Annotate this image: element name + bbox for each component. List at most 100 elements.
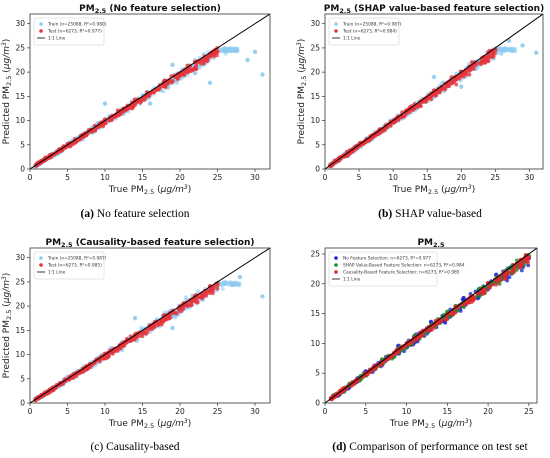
data-point — [195, 300, 200, 305]
data-point — [526, 263, 531, 268]
legend-box — [328, 251, 438, 287]
legend-label: 1:1 Line — [48, 36, 66, 42]
chart-title-rest: (SHAP value-based feature selection) — [351, 4, 544, 14]
data-point — [222, 281, 227, 286]
data-point — [439, 319, 444, 323]
legend-label: 1:1 Line — [343, 36, 361, 42]
data-point — [252, 49, 258, 54]
x-axis-label: True PM2.5 (μg/m3) — [392, 184, 475, 196]
data-point — [460, 297, 465, 302]
data-point — [463, 302, 467, 307]
chart-title-sub: 2.5 — [95, 7, 107, 15]
legend-marker — [334, 270, 338, 274]
data-point — [466, 300, 471, 305]
data-point — [472, 297, 477, 301]
data-point — [260, 72, 265, 77]
y-tick-label: 0 — [20, 399, 25, 408]
data-point — [228, 280, 233, 285]
data-point — [245, 57, 250, 63]
data-point — [454, 77, 458, 82]
legend-marker — [334, 29, 338, 33]
series-train — [33, 46, 265, 169]
data-point — [464, 72, 469, 77]
data-point — [503, 272, 508, 277]
data-point — [384, 357, 388, 362]
legend-box — [33, 17, 105, 46]
data-point — [497, 277, 502, 282]
data-point — [152, 324, 157, 329]
data-point — [209, 288, 213, 292]
chart-title-main: PM — [79, 4, 95, 14]
data-point — [509, 49, 514, 54]
x-tick-label: 20 — [175, 407, 185, 416]
chart-title-main: PM — [45, 238, 61, 248]
legend-marker — [39, 263, 43, 267]
legend-label: No Feature Selection: n=6273, R²=0.977 — [343, 256, 431, 262]
data-point — [428, 95, 433, 100]
legend-label: Train (n=25088, R²=0.987) — [47, 256, 107, 262]
x-tick-label: 20 — [483, 407, 493, 416]
data-point — [102, 101, 108, 106]
x-tick-label: 10 — [100, 407, 110, 416]
x-axis-label: True PM2.5 (μg/m3) — [108, 184, 191, 196]
legend: Train (n=25088, R²=0.987)Test (n=6273, R… — [328, 17, 402, 46]
data-point — [488, 285, 492, 290]
data-point — [233, 46, 238, 51]
one-to-one-line — [325, 248, 537, 403]
legend-marker — [39, 256, 43, 260]
data-point — [200, 296, 204, 301]
data-point — [499, 51, 504, 56]
data-point — [112, 115, 117, 119]
data-point — [223, 46, 228, 51]
legend-marker — [39, 29, 43, 33]
data-point — [467, 72, 472, 77]
data-point — [179, 309, 184, 313]
data-point — [107, 118, 112, 123]
legend: Train (n=25088, R²=0.987)Test (n=6273, R… — [33, 251, 107, 280]
chart-panel-2: PM2.5 (SHAP value-based feature selectio… — [296, 4, 544, 196]
data-point — [431, 74, 437, 80]
one-to-one-line — [30, 14, 270, 169]
legend-label: Train (n=25088, R²=0.980) — [47, 22, 107, 28]
data-point — [212, 54, 217, 59]
data-point — [513, 49, 518, 54]
data-point — [423, 99, 427, 104]
chart-title-sub: 2.5 — [61, 241, 73, 249]
y-axis-label: Predicted PM2.5 (μg/m3) — [1, 273, 13, 379]
data-point — [162, 84, 166, 88]
y-tick-label: 5 — [20, 374, 25, 383]
data-point — [170, 62, 175, 68]
x-tick-label: 15 — [443, 407, 453, 416]
data-point — [469, 60, 474, 65]
data-point — [344, 154, 349, 158]
data-point — [520, 43, 525, 48]
legend-marker — [334, 263, 338, 267]
x-tick-label: 5 — [357, 173, 362, 182]
y-tick-label: 0 — [315, 165, 320, 174]
data-point — [475, 292, 480, 296]
data-point — [455, 306, 460, 311]
data-point — [347, 152, 352, 157]
series-causality-based-feature-selection — [328, 252, 532, 402]
data-point — [142, 330, 146, 335]
legend-label: Test (n=6273, R²=0.984) — [342, 29, 397, 35]
y-tick-label: 10 — [15, 116, 25, 125]
y-axis-label: Predicted PM2.5 (μg/m3) — [296, 39, 308, 145]
data-point — [369, 137, 373, 141]
data-point — [480, 292, 485, 296]
data-point — [192, 70, 198, 76]
series-train — [33, 274, 265, 403]
data-point — [167, 313, 172, 318]
legend: No Feature Selection: n=6273, R²=0.977SH… — [328, 251, 465, 287]
chart-title-sub: 2.5 — [433, 241, 445, 249]
chart-title: PM2.5 (Causality-based feature selection… — [45, 238, 254, 249]
y-tick-label: 20 — [310, 279, 320, 288]
data-point — [485, 58, 490, 63]
data-point — [481, 288, 486, 293]
data-point — [392, 120, 397, 125]
y-tick-label: 5 — [315, 140, 320, 149]
data-point — [135, 100, 139, 105]
y-tick-label: 5 — [20, 140, 25, 149]
data-point — [417, 335, 422, 340]
legend-label: Test (n=6273, R²=0.985) — [47, 263, 102, 269]
